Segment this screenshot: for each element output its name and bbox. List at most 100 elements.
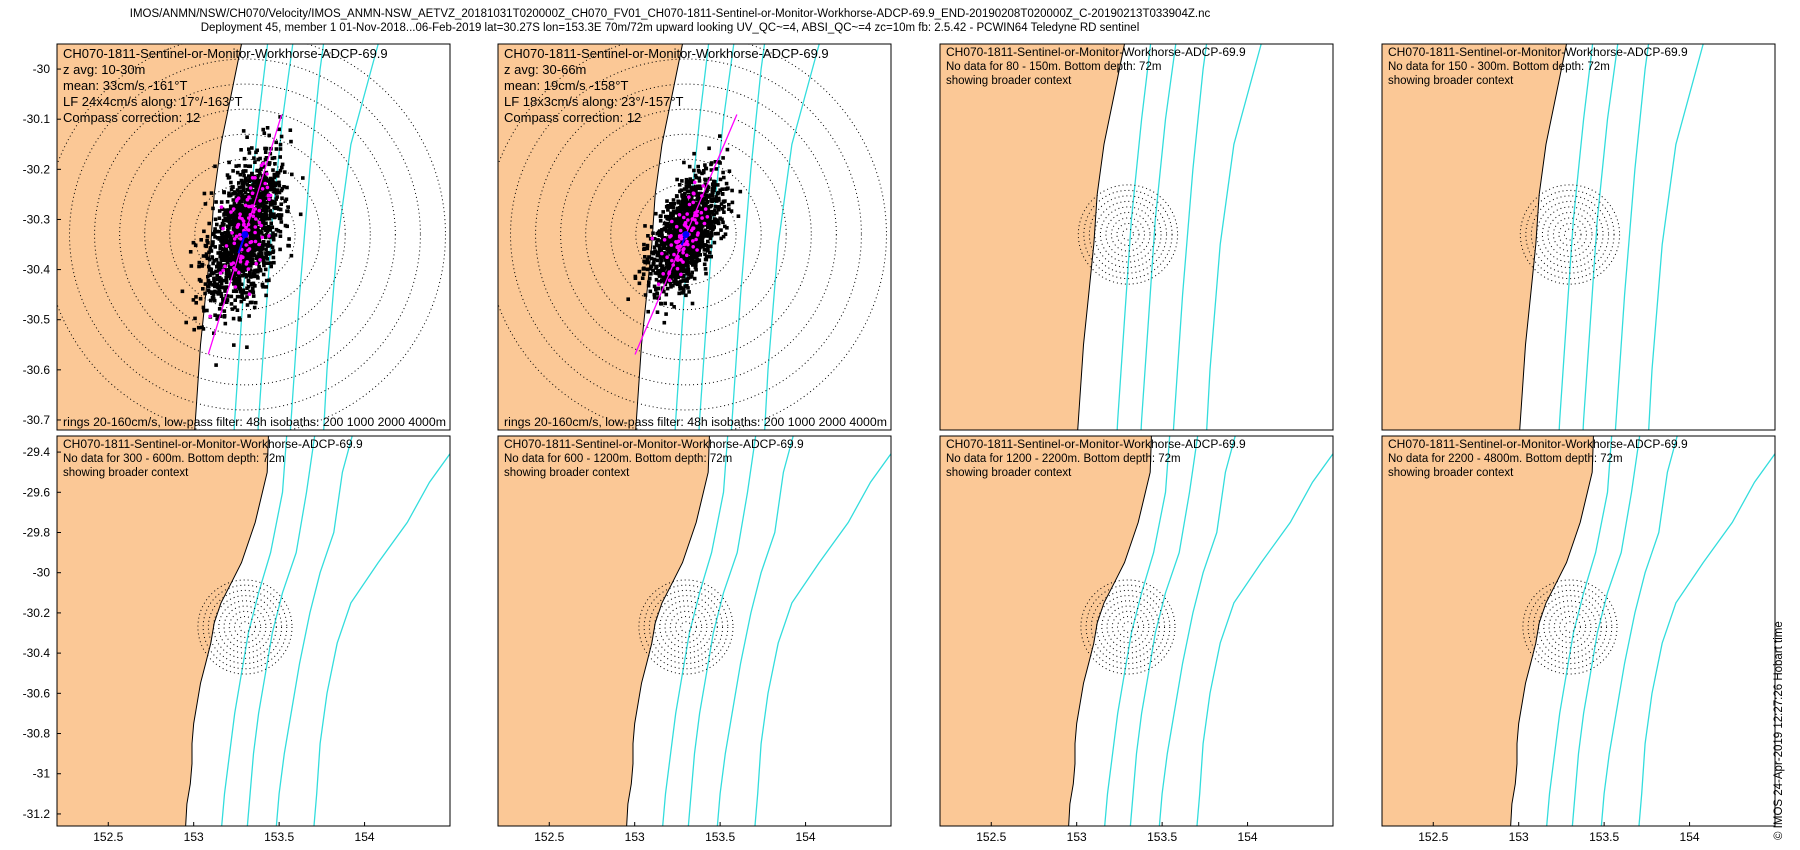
scatter-point [696, 251, 701, 255]
panel-frame [939, 435, 1334, 827]
scatter-point [278, 147, 283, 151]
scatter-point [260, 200, 264, 204]
scatter-point [682, 252, 687, 257]
scatter-point [232, 229, 237, 233]
scatter-point [710, 192, 715, 197]
scatter-point [711, 226, 716, 230]
scatter-point [655, 258, 660, 263]
scatter-point [672, 235, 677, 239]
range-ring-6 [1536, 200, 1604, 269]
scatter-point [245, 256, 249, 261]
scatter-point [234, 243, 238, 247]
lowpass-point [257, 242, 262, 247]
panel-frame [56, 435, 451, 827]
land-area [940, 44, 1126, 430]
scatter-point [654, 266, 658, 270]
scatter-point [227, 213, 231, 217]
panel-annotation: mean: 33cm/s -161°T [63, 78, 187, 93]
lowpass-point [236, 223, 240, 228]
scatter-point [191, 240, 196, 245]
range-ring-4 [1547, 211, 1593, 258]
scatter-point [241, 169, 245, 174]
scatter-point [213, 217, 218, 222]
scatter-point [723, 232, 728, 236]
scatter-point [682, 195, 687, 199]
range-ring-6 [1094, 200, 1162, 269]
lowpass-point [219, 205, 224, 209]
scatter-point [247, 147, 251, 151]
scatter-point [206, 241, 210, 245]
lowpass-point [232, 241, 237, 246]
lowpass-point [254, 217, 258, 221]
scatter-point [680, 224, 685, 228]
lowpass-point [249, 204, 254, 209]
scatter-point [224, 300, 229, 304]
scatter-point [257, 259, 261, 264]
lowpass-point [691, 245, 695, 249]
scatter-point [211, 240, 215, 244]
scatter-point [655, 238, 660, 242]
scatter-point [229, 294, 234, 299]
lowpass-point [247, 292, 252, 297]
scatter-point [223, 208, 228, 212]
scatter-point [257, 264, 261, 269]
scatter-point [678, 189, 682, 194]
scatter-point [708, 250, 712, 255]
scatter-point [684, 293, 688, 298]
scatter-point [214, 200, 218, 204]
scatter-point [251, 238, 255, 243]
scatter-point [722, 175, 726, 180]
range-ring-8 [57, 44, 446, 430]
lowpass-point [259, 223, 264, 228]
scatter-point [710, 211, 715, 215]
scatter-point [674, 269, 679, 273]
scatter-point [654, 211, 658, 216]
range-ring-7 [1530, 195, 1610, 274]
scatter-point [242, 173, 246, 178]
panel-annotation: z avg: 10-30m [63, 62, 145, 77]
scatter-point [207, 264, 211, 269]
scatter-point [265, 179, 270, 183]
scatter-point [686, 267, 691, 272]
scatter-point [721, 220, 725, 225]
scatter-point [266, 244, 270, 248]
scatter-point [707, 146, 711, 151]
scatter-point [698, 226, 703, 230]
scatter-point [677, 183, 682, 187]
y-tick-label: -30.5 [23, 313, 51, 327]
scatter-point [242, 212, 247, 217]
scatter-point [232, 218, 236, 222]
range-ring-9 [1080, 579, 1176, 675]
scatter-point [222, 315, 227, 319]
scatter-point [679, 240, 683, 245]
scatter-point [660, 274, 665, 278]
scatter-point [243, 190, 248, 195]
scatter-point [201, 254, 206, 258]
scatter-point [213, 235, 217, 239]
scatter-point [251, 281, 256, 286]
y-tick-label: -29.6 [23, 485, 51, 499]
scatter-point [254, 236, 259, 240]
scatter-point [274, 140, 278, 145]
scatter-point [254, 150, 258, 155]
scatter-point [298, 212, 303, 217]
scatter-point [258, 255, 263, 260]
scatter-point [654, 287, 658, 292]
scatter-point [703, 252, 707, 257]
scatter-point [251, 290, 256, 295]
scatter-point [252, 272, 257, 276]
scatter-point [253, 160, 257, 164]
scatter-point [213, 245, 217, 249]
map-panel-1: -30 -30.1 -30.2 -30.3 -30.4 -30.5 -30.6 -30.7 CH… [23, 43, 451, 431]
scatter-point [252, 274, 256, 279]
scatter-point [647, 255, 651, 259]
y-tick-label: -30 [33, 62, 51, 76]
scatter-point [663, 280, 667, 284]
scatter-point [687, 215, 692, 220]
scatter-point [242, 240, 246, 244]
scatter-point [666, 217, 671, 221]
scatter-point [250, 201, 254, 205]
isobath-line-3 [1614, 44, 1650, 430]
scatter-point [686, 259, 690, 263]
scatter-point [683, 208, 688, 212]
